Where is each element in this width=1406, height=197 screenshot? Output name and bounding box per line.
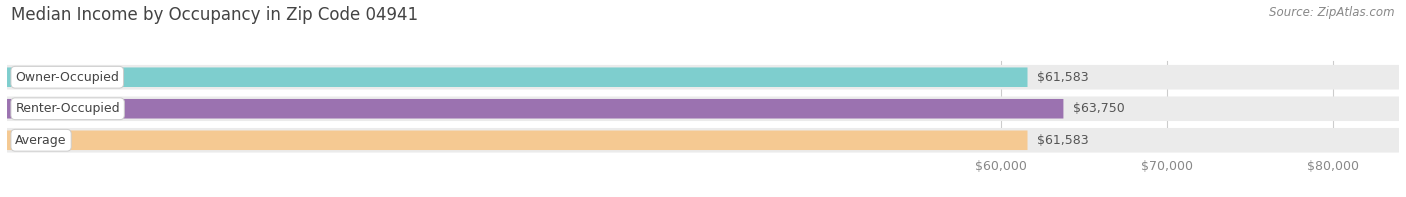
Text: $63,750: $63,750 xyxy=(1073,102,1125,115)
Text: Average: Average xyxy=(15,134,67,147)
Text: Median Income by Occupancy in Zip Code 04941: Median Income by Occupancy in Zip Code 0… xyxy=(11,6,419,24)
FancyBboxPatch shape xyxy=(7,67,1028,87)
Text: $61,583: $61,583 xyxy=(1038,71,1090,84)
FancyBboxPatch shape xyxy=(7,65,1399,89)
FancyBboxPatch shape xyxy=(7,130,1028,150)
Text: Renter-Occupied: Renter-Occupied xyxy=(15,102,120,115)
Text: Owner-Occupied: Owner-Occupied xyxy=(15,71,120,84)
FancyBboxPatch shape xyxy=(7,99,1063,119)
FancyBboxPatch shape xyxy=(7,128,1399,152)
FancyBboxPatch shape xyxy=(7,97,1399,121)
Text: $61,583: $61,583 xyxy=(1038,134,1090,147)
Text: Source: ZipAtlas.com: Source: ZipAtlas.com xyxy=(1270,6,1395,19)
